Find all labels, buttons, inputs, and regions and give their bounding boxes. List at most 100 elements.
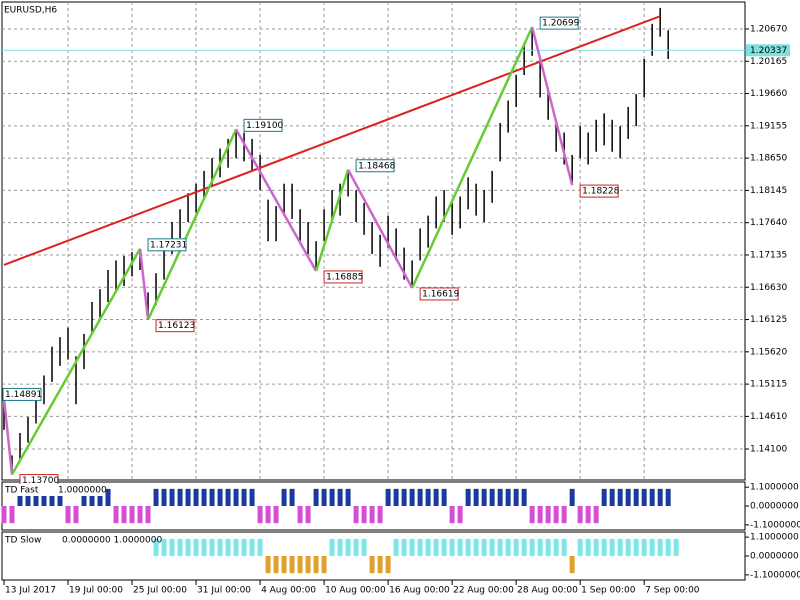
indicator-bar — [553, 506, 559, 524]
pivot-label-box — [419, 287, 459, 301]
indicator-bar — [401, 488, 407, 506]
indicator-bar — [225, 538, 231, 556]
pivot-label: 1.16885 — [326, 272, 363, 282]
zigzag-leg — [10, 248, 142, 476]
indicator-bar — [457, 538, 463, 556]
indicator-bar — [529, 506, 535, 524]
y-tick-label: 1.18145 — [750, 186, 787, 196]
indicator-bar — [665, 488, 671, 506]
indicator-bar — [313, 488, 319, 506]
indicator-bar — [265, 556, 271, 574]
indicator-bar — [225, 488, 231, 506]
pivot-label: 1.14891 — [5, 390, 42, 400]
indicator-bar — [1, 506, 7, 524]
indicator-bar — [185, 538, 191, 556]
indicator-bar — [377, 506, 383, 524]
indicator-bar — [153, 488, 159, 506]
indicator-bar — [273, 556, 279, 574]
indicator-bar — [497, 538, 503, 556]
indicator-bar — [177, 538, 183, 556]
indicator-bar — [417, 538, 423, 556]
indicator-bar — [553, 538, 559, 556]
indicator-bar — [513, 488, 519, 506]
pivot-label: 1.19100 — [246, 121, 283, 131]
indicator-bar — [441, 538, 447, 556]
indicator-bar — [137, 506, 143, 524]
indicator-bar — [561, 538, 567, 556]
indicator-bar — [121, 506, 127, 524]
pivot-label-box — [355, 159, 395, 173]
indicator-bar — [609, 488, 615, 506]
indicator-bar — [17, 488, 23, 506]
indicator-bar — [473, 538, 479, 556]
trendline — [3, 15, 661, 266]
indicator-bar — [465, 538, 471, 556]
indicator-bar — [297, 556, 303, 574]
y-tick-label: 1.16125 — [750, 315, 787, 325]
indicator-bar — [233, 488, 239, 506]
indicator-bar — [433, 538, 439, 556]
zigzag-leg — [234, 128, 318, 272]
indicator-bar — [561, 506, 567, 524]
indicator-bar — [521, 488, 527, 506]
indicator-bar — [345, 488, 351, 506]
indicator-bar — [617, 538, 623, 556]
indicator-bar — [401, 538, 407, 556]
pane-title-box — [3, 484, 103, 496]
indicator-bar — [489, 488, 495, 506]
zigzag-leg — [346, 169, 414, 289]
indicator-bar — [513, 538, 519, 556]
indicator-bar — [233, 538, 239, 556]
y-tick-label: 1.1000000 — [750, 483, 799, 493]
indicator-bar — [465, 488, 471, 506]
indicator-bar — [281, 556, 287, 574]
indicator-bar — [481, 488, 487, 506]
indicator-bar — [505, 538, 511, 556]
pane-readout: 0.0000000 1.0000000 — [62, 536, 162, 546]
y-tick-label: -1.1000000 — [750, 570, 800, 580]
indicator-bar — [649, 488, 655, 506]
y-tick-label: 1.19660 — [750, 89, 787, 99]
indicator-bar — [433, 488, 439, 506]
indicator-bar — [481, 538, 487, 556]
indicator-bar — [489, 538, 495, 556]
y-tick-label: 1.19155 — [750, 121, 787, 131]
indicator-bar — [425, 488, 431, 506]
indicator-bar — [177, 488, 183, 506]
pivot-label-box — [147, 238, 187, 252]
indicator-bar — [625, 488, 631, 506]
indicator-bar — [345, 538, 351, 556]
pivot-label-box — [539, 16, 579, 30]
indicator-bar — [337, 488, 343, 506]
pivot-label-box — [323, 270, 363, 284]
indicator-bar — [569, 488, 575, 506]
indicator-bar — [273, 506, 279, 524]
indicator-bar — [369, 506, 375, 524]
indicator-bar — [321, 488, 327, 506]
indicator-bar — [537, 506, 543, 524]
indicator-bar — [425, 538, 431, 556]
y-tick-label: 1.14100 — [750, 444, 787, 454]
y-tick-label: 1.1000000 — [750, 533, 799, 543]
indicator-bar — [265, 506, 271, 524]
x-tick-label: 19 Jul 00:00 — [69, 586, 123, 596]
indicator-bar — [633, 538, 639, 556]
zigzag-leg — [138, 248, 150, 320]
indicator-bar — [537, 538, 543, 556]
y-tick-label: -1.1000000 — [750, 520, 800, 530]
indicator-bar — [585, 506, 591, 524]
current-price-box — [746, 44, 790, 57]
indicator-bar — [649, 538, 655, 556]
indicator-bar — [593, 506, 599, 524]
indicator-bar — [193, 538, 199, 556]
indicator-bar — [209, 488, 215, 506]
y-tick-label: 1.14610 — [750, 412, 787, 422]
indicator-bar — [601, 538, 607, 556]
indicator-bar — [289, 556, 295, 574]
indicator-bar — [361, 506, 367, 524]
y-tick-label: 0.0000000 — [750, 502, 799, 512]
pane-readout: 1.0000000 — [58, 486, 107, 496]
indicator-bar — [57, 488, 63, 506]
x-tick-label: 13 Jul 2017 — [5, 586, 56, 596]
indicator-bar — [577, 506, 583, 524]
